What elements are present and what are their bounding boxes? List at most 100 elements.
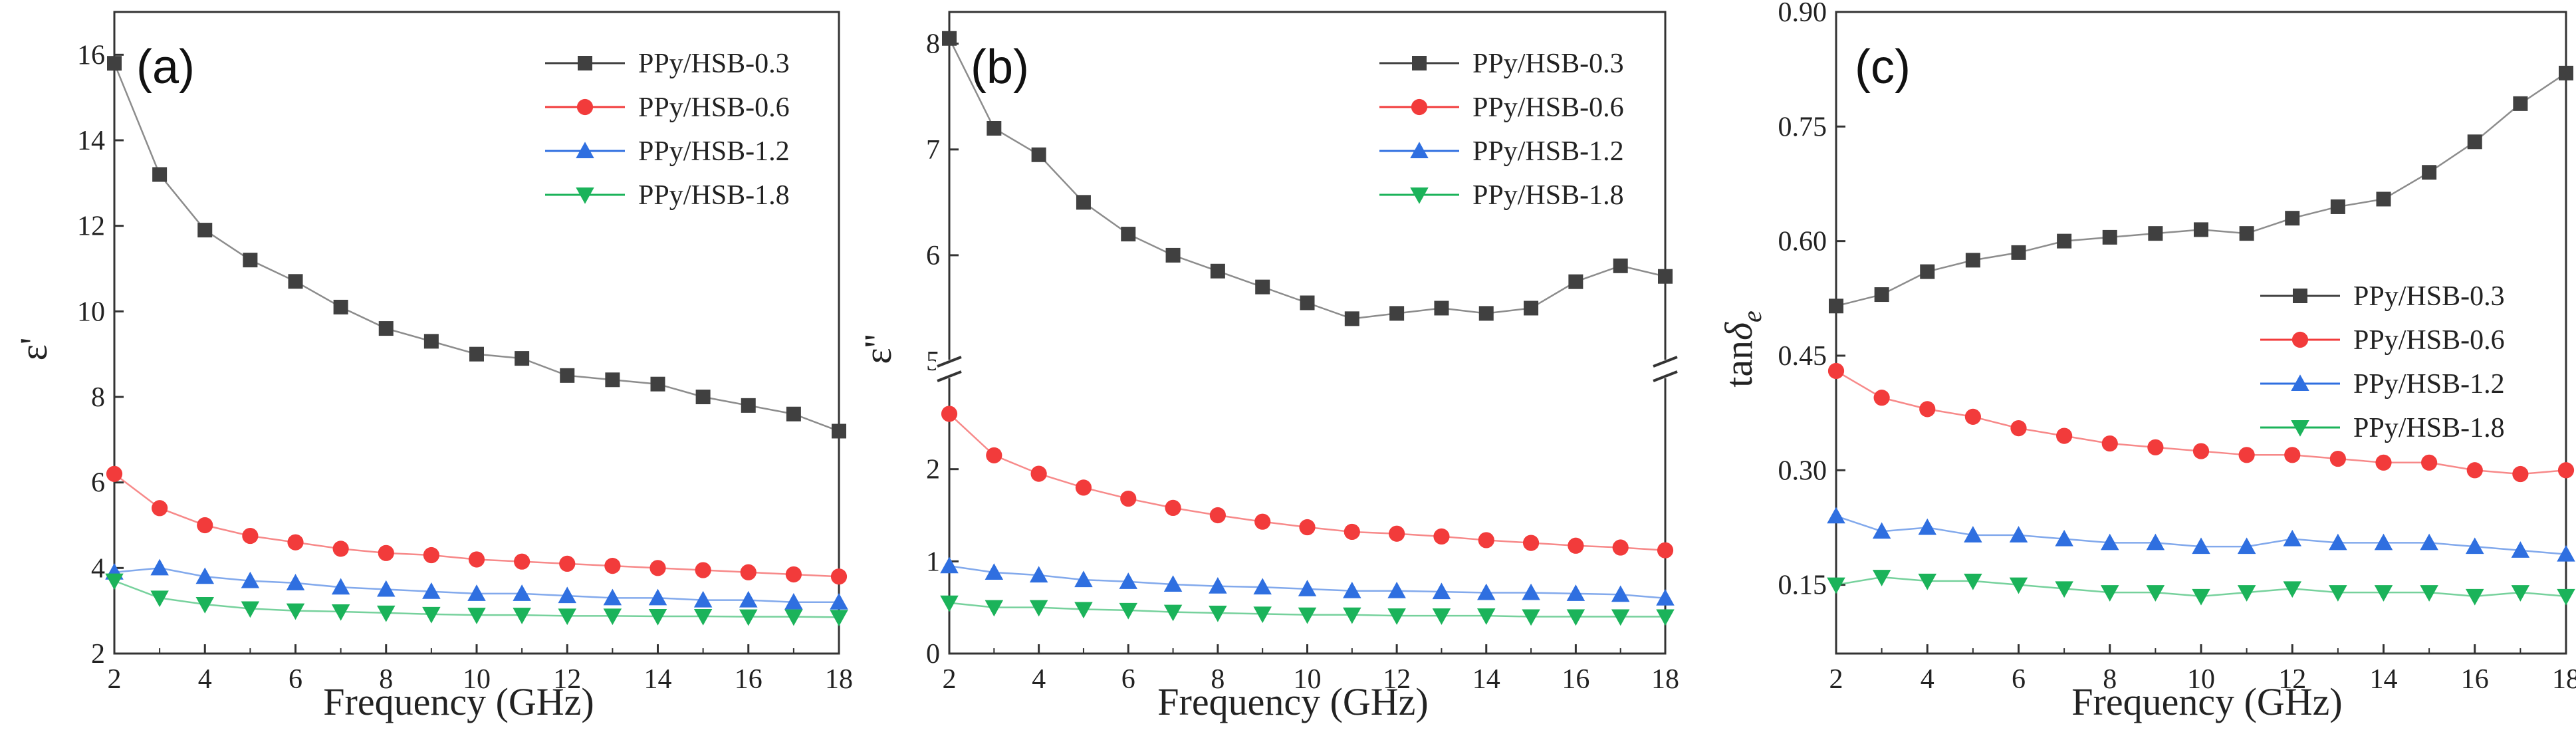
data-point xyxy=(514,553,530,570)
y-tick-label: 7 xyxy=(926,135,940,166)
data-point xyxy=(986,447,1002,463)
data-point xyxy=(786,406,801,422)
data-point xyxy=(1163,575,1183,592)
data-point xyxy=(378,545,394,561)
data-point xyxy=(422,606,441,624)
x-tick-label: 18 xyxy=(1651,664,1679,695)
x-tick-label: 12 xyxy=(2278,664,2306,695)
series-PPy/HSB-0.3 xyxy=(107,56,846,439)
x-tick-label: 4 xyxy=(198,664,212,695)
data-point xyxy=(2420,533,2438,550)
legend-label: PPy/HSB-0.6 xyxy=(2353,325,2505,356)
panel-a-ylabel: ε' xyxy=(12,338,55,361)
y-tick-label: 4 xyxy=(91,553,105,584)
data-point xyxy=(1611,609,1630,626)
data-point xyxy=(2374,533,2393,550)
y-tick-label: 0.30 xyxy=(1778,455,1827,486)
data-point xyxy=(423,547,439,564)
data-point xyxy=(1119,572,1137,589)
data-point xyxy=(1964,408,1981,425)
x-tick-label: 10 xyxy=(1294,664,1322,695)
data-point xyxy=(1387,581,1406,598)
data-point xyxy=(197,223,213,238)
data-point xyxy=(1477,608,1496,625)
x-tick-label: 18 xyxy=(2552,664,2576,695)
series-line xyxy=(1835,72,2567,307)
panel-c-xlabel: Frequency (GHz) xyxy=(2071,680,2342,723)
series-line xyxy=(948,38,1666,320)
x-tick-label: 6 xyxy=(289,664,302,695)
data-point xyxy=(1522,535,1540,551)
data-point xyxy=(2238,447,2255,463)
data-point xyxy=(830,568,848,585)
axis-break-mark xyxy=(937,356,962,368)
data-point xyxy=(2557,545,2575,562)
panel-b-xlabel: Frequency (GHz) xyxy=(1157,680,1428,723)
data-point xyxy=(2283,529,2301,547)
y-tick-label: 14 xyxy=(77,126,105,156)
data-point xyxy=(1253,606,1272,624)
data-point xyxy=(1253,578,1272,595)
data-point xyxy=(1209,605,1227,622)
series-PPy/HSB-0.3 xyxy=(1829,65,2573,314)
data-point xyxy=(1829,299,1843,314)
axis-break-mark xyxy=(1653,356,1678,368)
data-point xyxy=(2329,585,2347,602)
panel-b: (b) Frequency (GHz) ε'' 2 4 6 8 10 12 14 16 1801… xyxy=(856,11,1679,723)
data-point xyxy=(2284,447,2301,463)
data-point xyxy=(378,321,394,336)
y-tick-label: 6 xyxy=(926,241,940,271)
data-point xyxy=(1872,522,1891,539)
data-point xyxy=(2192,537,2210,554)
data-point xyxy=(422,582,441,599)
data-point xyxy=(105,573,124,590)
data-point xyxy=(242,527,259,545)
data-point xyxy=(2056,427,2073,444)
data-point xyxy=(1478,306,1494,321)
y-tick-label: 1 xyxy=(926,547,940,577)
x-tick-label: 6 xyxy=(1121,664,1135,695)
data-point xyxy=(693,590,713,608)
y-tick-label: 12 xyxy=(77,211,105,242)
x-tick-label: 16 xyxy=(1562,664,1589,695)
panel-a: (a) Frequency (GHz) ε' 2 4 6 8 10 12 14 16 18 2 4 6… xyxy=(12,11,853,723)
data-point xyxy=(558,608,576,626)
series-PPy/HSB-0.6 xyxy=(941,406,1674,558)
data-point xyxy=(2009,577,2028,594)
data-point xyxy=(287,534,304,550)
data-point xyxy=(1965,253,1980,268)
data-point xyxy=(2239,226,2254,241)
axis-break-mark xyxy=(1653,370,1678,382)
data-point xyxy=(2467,134,2482,150)
x-tick-label: 14 xyxy=(1472,664,1500,695)
data-point xyxy=(2466,462,2483,479)
x-tick-label: 12 xyxy=(1383,664,1411,695)
data-point xyxy=(1827,507,1845,524)
data-point xyxy=(2101,533,2119,550)
data-point xyxy=(1210,263,1225,279)
data-point xyxy=(1121,227,1136,242)
y-tick-label: 0.90 xyxy=(1778,0,1827,28)
data-point xyxy=(739,590,758,608)
y-tick-label: 10 xyxy=(77,297,105,327)
data-point xyxy=(940,556,959,574)
data-point xyxy=(2511,541,2530,558)
data-point xyxy=(1827,362,1845,380)
data-point xyxy=(331,578,350,595)
data-point xyxy=(2055,581,2073,598)
data-point xyxy=(2376,191,2391,207)
data-point xyxy=(2375,454,2392,471)
data-point xyxy=(243,253,258,268)
data-point xyxy=(1658,269,1673,284)
legend-marker xyxy=(576,187,594,204)
data-point xyxy=(1964,573,1982,590)
data-point xyxy=(2192,443,2210,459)
y-tick-label: 6 xyxy=(91,468,105,499)
data-point xyxy=(603,588,622,606)
data-point xyxy=(288,274,303,289)
panel-b-ylabel: ε'' xyxy=(856,334,899,364)
y-tick-label: 2 xyxy=(926,455,940,485)
y-tick-label: 0.75 xyxy=(1778,112,1827,142)
series-PPy/HSB-1.2 xyxy=(105,558,848,610)
